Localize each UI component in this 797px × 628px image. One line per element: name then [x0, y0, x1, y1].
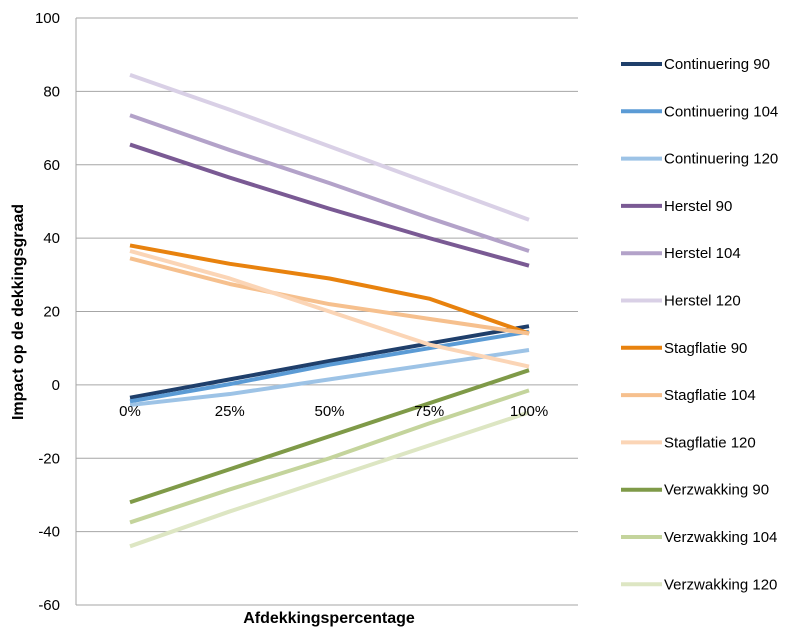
y-tick-label: 100	[35, 10, 60, 27]
legend-item: Herstel 90	[621, 198, 732, 215]
legend-item: Verzwakking 120	[621, 576, 777, 593]
legend-label: Verzwakking 120	[664, 576, 777, 593]
series-line	[129, 410, 530, 549]
y-tick-label: -40	[38, 524, 60, 541]
x-tick-label: 75%	[414, 403, 444, 420]
series-line	[129, 249, 530, 369]
legend-label: Continuering 120	[664, 151, 778, 168]
legend-item: Verzwakking 104	[621, 529, 777, 546]
legend-label: Stagflatie 104	[664, 387, 756, 404]
x-tick-label: 25%	[215, 403, 245, 420]
series-line	[129, 243, 530, 336]
legend-label: Continuering 104	[664, 103, 778, 120]
series-line	[129, 72, 530, 222]
series-line	[129, 388, 530, 525]
legend-label: Verzwakking 104	[664, 529, 777, 546]
legend-item: Verzwakking 90	[621, 482, 769, 499]
legend-item: Continuering 90	[621, 56, 770, 73]
series-line	[129, 324, 530, 400]
series-line	[129, 368, 530, 505]
series-line	[129, 348, 530, 408]
y-axis-ticks: 100 80 60 40 20 0 -20 -40 -60	[35, 10, 60, 614]
x-tick-label: 50%	[314, 403, 344, 420]
legend-label: Stagflatie 120	[664, 434, 756, 451]
legend-item: Stagflatie 120	[621, 434, 756, 451]
legend-item: Stagflatie 90	[621, 340, 747, 357]
legend-item: Stagflatie 104	[621, 387, 756, 404]
series-line	[129, 113, 530, 253]
legend-label: Verzwakking 90	[664, 482, 769, 499]
legend-label: Stagflatie 90	[664, 340, 747, 357]
legend-label: Herstel 120	[664, 293, 741, 310]
legend-label: Herstel 90	[664, 198, 732, 215]
series-lines	[129, 72, 530, 549]
legend: Continuering 90 Continuering 104 Continuer…	[621, 56, 778, 593]
legend-label: Herstel 104	[664, 245, 741, 262]
legend-item: Continuering 120	[621, 151, 778, 168]
y-tick-label: 80	[43, 83, 60, 100]
legend-label: Continuering 90	[664, 56, 770, 73]
series-line	[129, 256, 530, 336]
x-tick-label: 100%	[510, 403, 548, 420]
y-tick-label: -60	[38, 597, 60, 614]
legend-item: Herstel 104	[621, 245, 741, 262]
series-line	[129, 329, 530, 404]
y-tick-label: 40	[43, 230, 60, 247]
y-tick-label: 0	[52, 377, 60, 394]
legend-item: Herstel 120	[621, 293, 741, 310]
legend-item: Continuering 104	[621, 103, 778, 120]
y-tick-label: -20	[38, 450, 60, 467]
x-tick-label: 0%	[119, 403, 141, 420]
series-line	[129, 142, 530, 268]
y-tick-label: 20	[43, 304, 60, 321]
x-axis-title: Afdekkingspercentage	[243, 610, 415, 627]
y-tick-label: 60	[43, 157, 60, 174]
x-axis-ticks: 0% 25% 50% 75% 100%	[119, 403, 548, 420]
y-axis-title: Impact op de dekkingsgraad	[10, 204, 27, 420]
